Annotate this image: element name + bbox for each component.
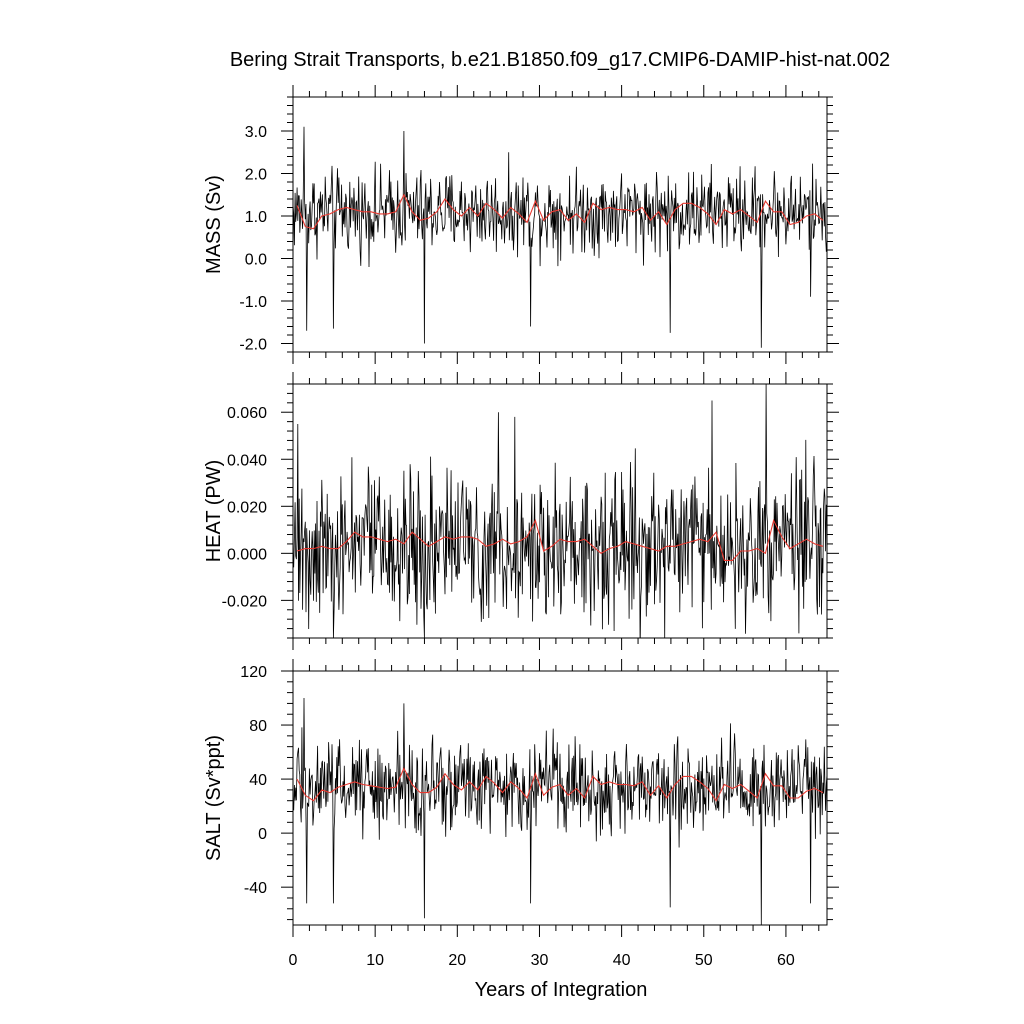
salt-y-tick-label: 80 <box>249 718 267 735</box>
mass-annual-mean-series <box>296 193 824 230</box>
salt-y-tick-label: 40 <box>249 772 267 789</box>
salt-monthly-series <box>293 697 827 925</box>
x-tick-label: 50 <box>695 952 713 969</box>
heat-annual-mean-series <box>296 518 824 561</box>
mass-y-tick-label: 2.0 <box>245 167 267 184</box>
x-tick-label: 0 <box>289 952 298 969</box>
salt-y-tick-label: 120 <box>240 664 267 681</box>
x-tick-label: 60 <box>777 952 795 969</box>
salt-y-tick-label: -40 <box>244 880 267 897</box>
heat-plot-frame <box>292 383 828 639</box>
panel-mass: -2.0 -1.0 0.0 1.0 2.0 3.0 MASS (Sv) <box>203 85 839 364</box>
chart-title: Bering Strait Transports, b.e21.B1850.f0… <box>230 49 890 71</box>
x-tick-label: 30 <box>531 952 549 969</box>
heat-y-axis-label: HEAT (PW) <box>203 460 225 563</box>
heat-y-tick-label: 0.060 <box>227 405 267 422</box>
mass-y-axis-label: MASS (Sv) <box>203 175 225 274</box>
mass-y-tick-label: 3.0 <box>245 124 267 141</box>
salt-plot-frame <box>292 670 828 926</box>
mass-y-tick-label: 1.0 <box>245 209 267 226</box>
salt-y-axis-label: SALT (Sv*ppt) <box>203 735 225 861</box>
heat-y-tick-label: -0.020 <box>222 593 267 610</box>
mass-monthly-series <box>293 126 827 348</box>
x-tick-label: 40 <box>613 952 631 969</box>
x-tick-label: 20 <box>448 952 466 969</box>
salt-annual-mean-series <box>296 767 824 802</box>
salt-y-tick-label: 0 <box>258 826 267 843</box>
panel-heat: -0.020 0.000 0.020 0.040 0.060 HEAT (PW) <box>203 372 839 650</box>
heat-y-tick-label: 0.020 <box>227 499 267 516</box>
mass-y-tick-label: -2.0 <box>239 337 267 354</box>
x-axis-label: Years of Integration <box>475 979 648 1001</box>
heat-y-tick-label: 0.040 <box>227 452 267 469</box>
panel-salt: -40 0 40 80 120 SALT (Sv*ppt) 0 10 20 30 40 50 60 <box>203 659 839 969</box>
heat-monthly-series <box>293 384 827 638</box>
heat-y-tick-label: 0.000 <box>227 546 267 563</box>
mass-y-tick-label: -1.0 <box>239 294 267 311</box>
mass-y-tick-label: 0.0 <box>245 252 267 269</box>
x-tick-label: 10 <box>366 952 384 969</box>
